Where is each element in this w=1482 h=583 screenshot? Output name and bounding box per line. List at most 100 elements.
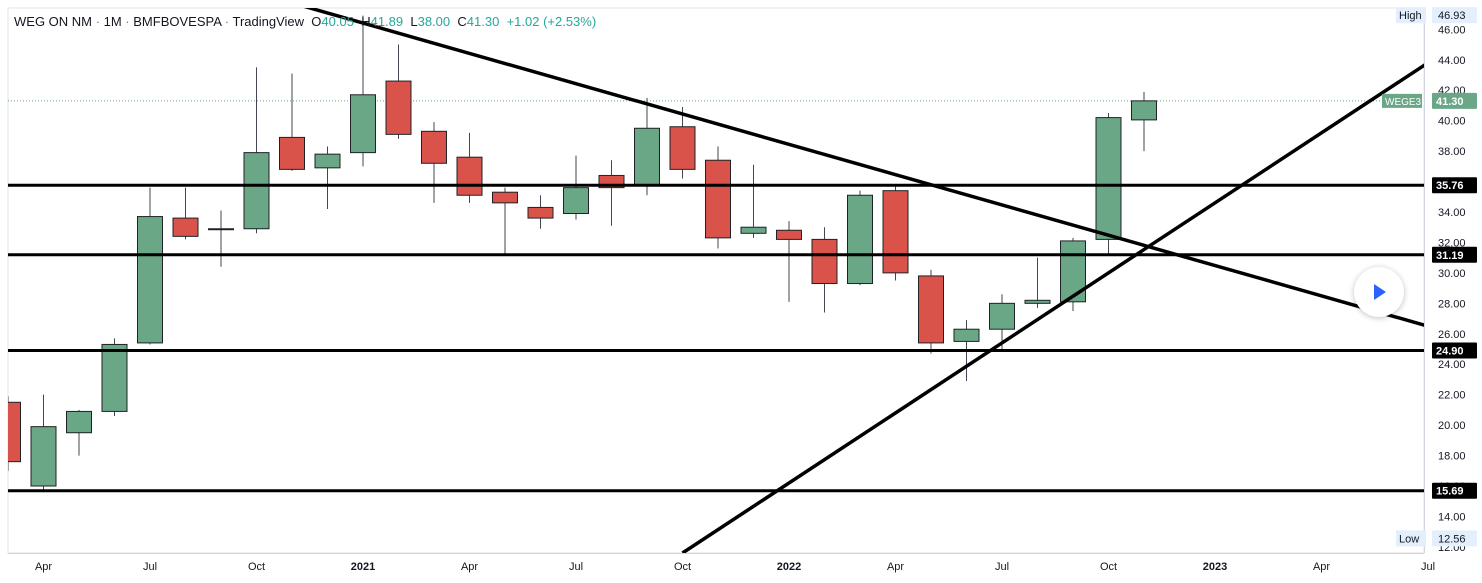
candle-body [1095,117,1122,240]
level-price-badge: 24.90 [1432,342,1477,359]
candle-body [882,190,909,274]
price-tick-label: 14.00 [1438,511,1466,523]
symbol-tag-bg [1382,93,1422,108]
candle-body [492,191,518,204]
candle-body [137,216,163,344]
price-tick-label: 26.00 [1438,329,1466,341]
time-tick-label: Apr [461,561,478,573]
change-value: +1.02 (+2.53%) [506,14,597,29]
last-price-badge: 41.30 [1432,92,1477,109]
low-value: 38.00 [417,14,451,29]
low-marker-tag-bg [1396,530,1426,547]
level-price-badge-text: 31.19 [1436,250,1464,262]
candle-body [385,80,412,135]
candle-body [634,127,660,186]
low-marker-value: 12.56 [1438,533,1466,545]
price-tick-label: 24.00 [1438,359,1466,371]
level-price-badge-bg [1432,177,1477,194]
plot-frame [7,7,1425,554]
price-tick-label: 32.00 [1438,237,1466,249]
scroll-to-realtime-button[interactable] [1354,267,1404,317]
high-marker-tag: High [1399,10,1422,22]
low-marker-value-bg [1432,530,1477,547]
low-label: L [410,14,418,29]
candle-body [740,226,767,234]
price-tick-label: 28.00 [1438,298,1466,310]
plot-area [8,8,1424,553]
time-axis: Apr Jul Oct 2021 Apr Jul Oct 2022 Apr Jul Oct 2023 A… [35,561,1435,573]
level-price-badge: 15.69 [1432,482,1477,499]
trend-line [303,8,1424,327]
level-price-badge: 31.19 [1432,246,1477,263]
symbol-name[interactable]: WEG ON NM [14,14,92,29]
price-tick-label: 44.00 [1438,55,1466,67]
price-tick-label: 30.00 [1438,268,1466,280]
high-marker-value-bg [1432,7,1477,24]
candle-body [1024,299,1051,304]
time-tick-label: Jul [569,561,583,573]
last-price-badge-text: 41.30 [1436,96,1464,108]
candle-body [918,275,944,344]
candle-body [350,94,376,154]
time-tick-label: Apr [1313,561,1330,573]
price-tick-label: 40.00 [1438,116,1466,128]
level-price-badge-text: 15.69 [1436,486,1464,498]
candle-body [8,401,21,463]
price-tick-label: 22.00 [1438,390,1466,402]
level-price-badge-text: 24.90 [1436,346,1464,358]
level-price-badge-bg [1432,482,1477,499]
candle-body [669,126,696,170]
interval[interactable]: 1M [103,14,122,29]
candle-body [989,302,1015,330]
level-price-badge-text: 35.76 [1436,180,1464,192]
close-label: C [457,14,467,29]
time-tick-label: Oct [248,561,265,573]
price-tick-label: 46.00 [1438,24,1466,36]
time-tick-label: 2022 [777,561,801,573]
chart-header: WEG ON NM · 1M · BMFBOVESPA · TradingVie… [14,14,597,29]
candle-body [1131,100,1157,121]
time-tick-label: 2021 [351,561,375,573]
open-value: 40.05 [321,14,354,29]
candle-body [208,228,234,231]
time-tick-label: Apr [887,561,904,573]
play-icon [1374,284,1386,300]
last-price-badge-bg [1432,92,1477,109]
candle-body [811,238,838,285]
candle-body [243,152,270,230]
time-tick-label: Jul [143,561,157,573]
candle-body [1060,240,1086,303]
close-value: 41.30 [466,14,500,29]
source-label: TradingView [232,14,305,29]
level-price-badge: 35.76 [1432,177,1477,194]
candle-body [66,410,92,434]
level-price-badge-bg [1432,342,1477,359]
price-tick-label: 18.00 [1438,451,1466,463]
low-marker-tag: Low [1399,533,1419,545]
candle-body [172,217,199,237]
candle-body [421,130,447,164]
candle-body [847,194,873,285]
exchange: BMFBOVESPA [133,14,222,29]
high-marker-tag-bg [1396,7,1426,24]
candle-body [279,136,305,170]
time-tick-label: 2023 [1203,561,1227,573]
time-tick-label: Apr [35,561,52,573]
price-tick-label: 38.00 [1438,146,1466,158]
high-label: H [361,14,371,29]
candle-body [953,328,980,342]
level-price-badge-bg [1432,246,1477,263]
candle-body [30,426,57,487]
trend-line [681,63,1424,553]
candle-body [456,156,483,196]
candle-body [527,206,554,219]
time-tick-label: Oct [674,561,691,573]
open-label: O [311,14,322,29]
candle-body [776,229,802,240]
price-tick-label: 20.00 [1438,420,1466,432]
candle-body [705,159,731,239]
high-marker-value: 46.93 [1438,10,1466,22]
candle-body [101,343,128,412]
price-tick-label: 34.00 [1438,207,1466,219]
